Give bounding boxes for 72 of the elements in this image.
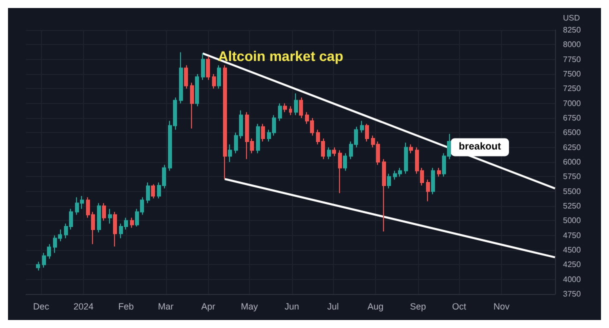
x-tick-label: Apr — [201, 302, 216, 312]
candlestick — [97, 202, 101, 233]
y-tick-label: 4000 — [563, 274, 582, 284]
y-tick-label: 5500 — [563, 186, 582, 196]
candlestick — [179, 52, 183, 104]
candlestick — [108, 208, 112, 224]
candlestick — [206, 56, 210, 80]
x-tick-label: Feb — [118, 302, 134, 312]
candlestick — [256, 123, 260, 154]
y-tick-label: 5750 — [563, 172, 582, 182]
candlestick — [36, 261, 40, 272]
y-tick-label: 7250 — [563, 84, 582, 94]
x-tick-label: 2024 — [74, 302, 94, 312]
y-tick-label: 5250 — [563, 202, 582, 210]
x-tick-label: Jun — [284, 302, 300, 312]
candlestick — [343, 152, 347, 172]
y-tick-label: 5000 — [563, 216, 582, 226]
candlestick — [195, 74, 199, 107]
y-tick-label: 6250 — [563, 142, 582, 152]
candlestick — [327, 146, 331, 160]
candlestick — [223, 64, 227, 180]
x-tick-label: Jul — [327, 302, 339, 312]
y-tick-label: 7750 — [563, 54, 582, 64]
x-tick-label: Aug — [367, 302, 384, 312]
candlestick — [113, 211, 117, 247]
y-tick-label: 4750 — [563, 230, 582, 240]
x-tick-label: Dec — [33, 302, 50, 312]
candlestick — [426, 179, 430, 202]
candlestick — [151, 184, 155, 199]
x-tick-label: May — [240, 302, 258, 312]
y-tick-label: 4250 — [563, 260, 582, 270]
y-tick-label: 7000 — [563, 98, 582, 108]
annotation: breakout — [458, 142, 502, 153]
y-tick-label: 8250 — [563, 26, 582, 34]
candlestick — [332, 146, 336, 157]
candlestick — [387, 173, 391, 189]
y-tick-label: 6750 — [563, 114, 582, 122]
candlestick — [228, 144, 232, 162]
y-tick-label: 4500 — [563, 246, 582, 254]
candlestick — [201, 52, 205, 80]
y-tick-label: 8000 — [563, 40, 582, 50]
y-tick-label: 6000 — [563, 158, 582, 166]
candlestick — [382, 158, 386, 232]
candlestick — [283, 102, 287, 113]
candlestick — [294, 92, 298, 116]
candlestick — [409, 144, 413, 154]
candlestick — [299, 96, 303, 118]
y-tick-label: 7500 — [563, 70, 582, 78]
y-tick-label: 6500 — [563, 128, 582, 138]
candlestick — [102, 202, 106, 222]
candlestick — [360, 120, 364, 134]
candlestick — [190, 82, 194, 130]
x-tick-label: Sep — [410, 302, 426, 312]
text: Altcoin market cap — [218, 48, 344, 64]
candlestick — [184, 64, 188, 90]
y-axis-title: USD — [563, 14, 580, 22]
candlestick — [431, 167, 435, 195]
candlestick — [217, 64, 221, 90]
candlestick — [130, 217, 134, 228]
candlestick — [404, 142, 408, 174]
candlestick — [289, 106, 292, 116]
x-tick-label: Mar — [158, 302, 174, 312]
candlestick — [437, 167, 441, 178]
x-tick-label: Nov — [494, 302, 510, 312]
candlestick — [261, 123, 265, 142]
candlestick — [212, 74, 216, 90]
candlestick — [278, 102, 282, 122]
x-tick-label: Oct — [452, 302, 467, 312]
candlestick — [146, 182, 150, 204]
candlestick — [338, 150, 342, 194]
y-tick-label: 3750 — [563, 290, 582, 298]
candlestick — [365, 123, 369, 142]
